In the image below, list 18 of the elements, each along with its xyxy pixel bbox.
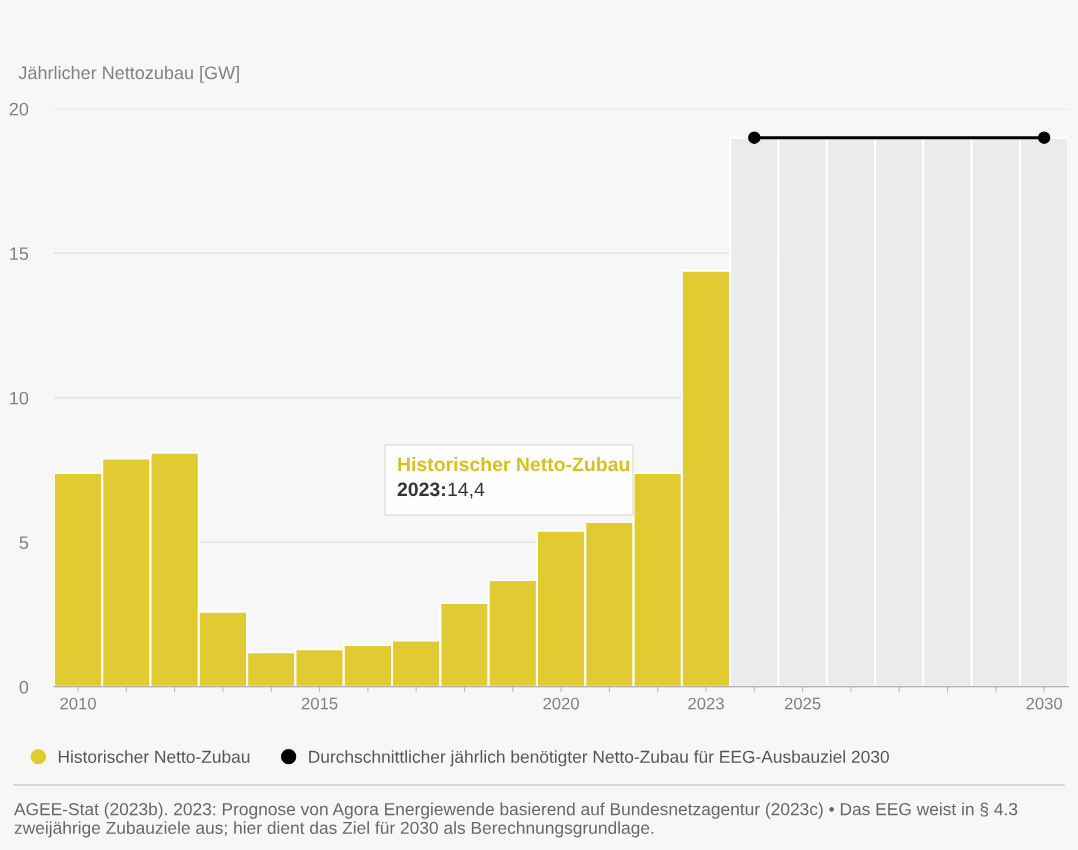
x-tick-label: 2015 xyxy=(301,697,338,710)
x-tick-label: 2020 xyxy=(543,697,579,710)
y-tick-label: 0 xyxy=(19,680,29,694)
x-tick-label: 2030 xyxy=(1026,697,1063,710)
annotation: 2023: xyxy=(397,482,445,497)
x-tick-label: 2023 xyxy=(688,697,724,710)
text: AGEE-Stat (2023b). 2023: Prognose von Agora Energiewende basierend auf Bundesnetzagentur (2023c) • Das EEG weist in § 4.3 zweijährige Zubauziele aus; hier dient das Ziel für 2030 als Berechnungsgrundlage. xyxy=(14,802,1018,838)
y-tick-label: 20 xyxy=(9,102,29,116)
annotation: 14,4 xyxy=(448,482,485,499)
legend-label: Historischer Netto-Zubau xyxy=(58,750,250,763)
legend-label: Durchschnittlicher jährlich benötigter Netto-Zubau für EEG-Ausbauziel 2030 xyxy=(309,750,889,767)
annotation: Historischer Netto-Zubau xyxy=(398,456,630,472)
x-tick-label: 2025 xyxy=(784,697,821,710)
y-tick-label: 15 xyxy=(10,247,29,261)
x-tick-label: 2010 xyxy=(60,697,96,710)
y-tick-label: 5 xyxy=(19,536,29,550)
y-axis-title: Jährlicher Nettozubau [GW] xyxy=(18,65,239,83)
y-tick-label: 10 xyxy=(10,391,29,405)
